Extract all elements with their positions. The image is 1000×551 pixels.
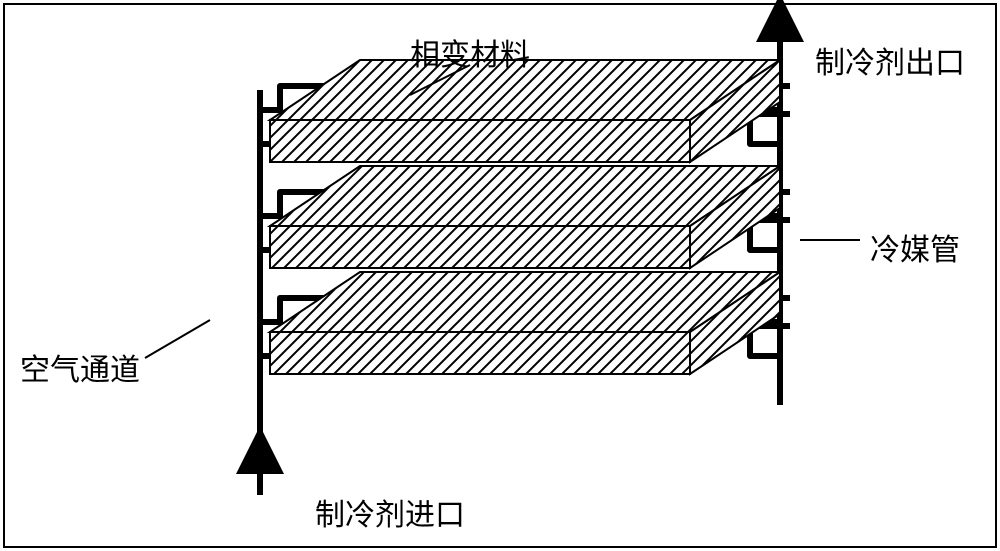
pcm-slab-front [270,332,690,374]
pcm-slab-front [270,120,690,162]
label-air: 空气通道 [20,345,140,389]
label-outlet: 制冷剂出口 [815,38,965,82]
label-inlet: 制冷剂进口 [315,490,465,534]
label-tube: 冷媒管 [870,225,960,269]
label-pcm: 相变材料 [410,30,530,74]
leader-air [145,320,210,358]
pcm-slab-front [270,226,690,268]
